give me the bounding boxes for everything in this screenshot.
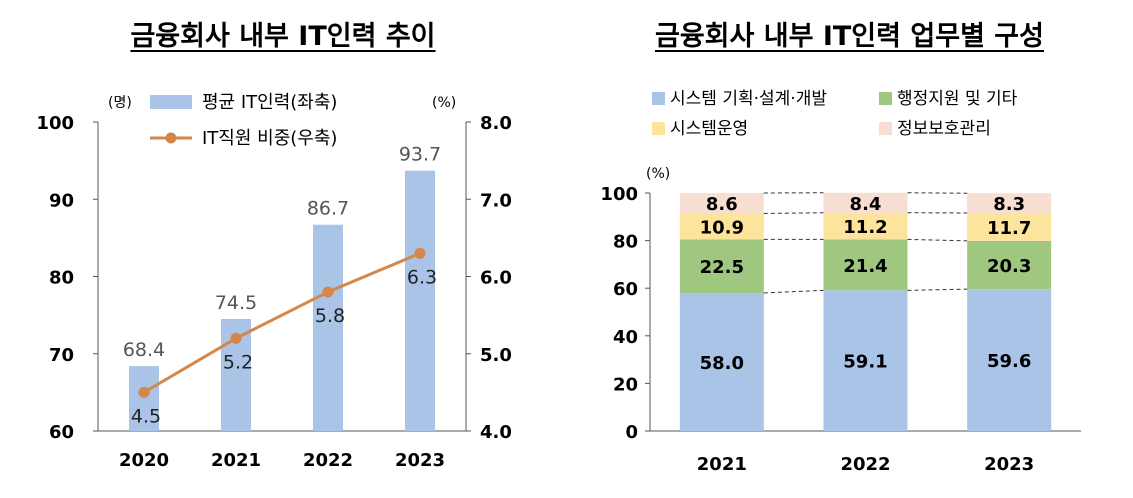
y-tick-label: 0 — [625, 422, 638, 443]
y-unit: (%) — [646, 166, 670, 182]
x-tick-label: 2021 — [697, 454, 747, 475]
x-tick-label: 2022 — [303, 450, 353, 471]
bar-value-label: 68.4 — [123, 339, 165, 361]
bar-value-label: 93.7 — [399, 144, 441, 166]
y-tick-label: 60 — [613, 279, 638, 300]
segment-value-label: 58.0 — [700, 353, 744, 374]
legend-label: 정보보호관리 — [897, 119, 991, 139]
right-y-tick-label: 7.0 — [480, 190, 512, 211]
right-y-tick-label: 6.0 — [480, 268, 512, 289]
right-chart-title: 금융회사 내부 IT인력 업무별 구성 — [655, 21, 1044, 52]
legend-label: 행정지원 및 기타 — [897, 89, 1018, 109]
line-value-label: 5.2 — [223, 351, 253, 373]
it-share-line — [143, 251, 421, 394]
x-tick-label: 2023 — [395, 450, 445, 471]
line-point-2020 — [138, 386, 150, 398]
y-tick-label: 80 — [613, 232, 638, 253]
line-value-label: 5.8 — [315, 305, 345, 327]
bar-segment-2021-2 — [679, 213, 764, 240]
line-value-label: 4.5 — [131, 405, 161, 427]
left-chart-plot: 60 70 80 90 100 4.0 5.0 6.0 7.0 8.0 (명) (%) 68.4 74.5… — [36, 92, 512, 471]
connector-line — [763, 289, 824, 294]
right-y-tick-label: 8.0 — [480, 113, 512, 134]
x-tick-label: 2022 — [840, 454, 890, 475]
segment-value-label: 8.4 — [850, 194, 882, 215]
segment-value-label: 22.5 — [700, 257, 744, 278]
connector-line — [907, 288, 968, 291]
bar-value-label: 74.5 — [215, 292, 257, 314]
line-point-2022 — [322, 286, 334, 298]
left-y-tick-label: 100 — [36, 113, 74, 134]
y-tick-label: 100 — [600, 184, 638, 205]
bar-segment-2023-2 — [967, 212, 1052, 241]
legend-bar-label: 평균 IT인력(좌축) — [202, 92, 337, 113]
left-y-tick-label: 90 — [49, 190, 74, 211]
segment-value-label: 11.2 — [843, 217, 887, 238]
bar-segment-2022-1 — [823, 239, 908, 291]
bar-2022 — [313, 224, 343, 431]
legend-swatch — [879, 92, 892, 105]
legend-swatch — [652, 122, 665, 135]
legend-line-marker — [165, 132, 177, 144]
bar-segment-2021-3 — [679, 193, 764, 214]
bar-segment-2022-0 — [823, 290, 908, 431]
right-y-tick-label: 5.0 — [480, 345, 512, 366]
bar-segment-2022-3 — [823, 192, 908, 213]
bar-segment-2023-3 — [967, 193, 1052, 213]
bar-segment-2022-2 — [823, 212, 908, 240]
bar-segment-2021-0 — [679, 292, 764, 431]
bar-segment-2023-0 — [967, 289, 1052, 431]
segment-value-label: 8.6 — [706, 194, 738, 215]
connector-line — [763, 212, 824, 214]
bar-2020 — [129, 366, 159, 431]
bar-value-label: 86.7 — [307, 198, 349, 220]
left-y-tick-label: 70 — [49, 345, 74, 366]
line-point-2021 — [230, 332, 242, 344]
it-workforce-trend-chart: 금융회사 내부 IT인력 추이 60 70 80 90 100 4.0 5.0 6.0 7.0 8… — [0, 0, 566, 498]
line-value-label: 6.3 — [407, 266, 437, 288]
connector-line — [907, 238, 968, 242]
line-point-2023 — [414, 247, 426, 259]
segment-value-label: 21.4 — [843, 256, 887, 277]
right-y-tick-label: 4.0 — [480, 422, 512, 443]
right-chart-plot: 0 20 40 60 80 100 (%) 58.0 22.5 10.98.6 2021 59.1 21… — [600, 89, 1081, 475]
segment-value-label: 59.6 — [987, 351, 1031, 372]
right-y-unit: (%) — [432, 95, 456, 111]
segment-value-label: 11.7 — [987, 218, 1031, 239]
legend-swatch — [652, 92, 665, 105]
left-y-unit: (명) — [108, 95, 132, 111]
legend-swatch — [879, 122, 892, 135]
left-y-tick-label: 60 — [49, 422, 74, 443]
left-chart-title: 금융회사 내부 IT인력 추이 — [130, 21, 436, 52]
legend-line-label: IT직원 비중(우축) — [202, 128, 337, 149]
bar-segment-2021-1 — [679, 239, 764, 293]
legend-label: 시스템운영 — [670, 119, 748, 139]
it-workforce-composition-chart: 금융회사 내부 IT인력 업무별 구성 0 20 40 60 80 100 (%) 58.0 2… — [566, 0, 1133, 498]
segment-value-label: 8.3 — [993, 194, 1025, 215]
x-tick-label: 2023 — [984, 454, 1034, 475]
y-tick-label: 40 — [613, 327, 638, 348]
bar-2023 — [405, 170, 435, 432]
legend-label: 시스템 기획·설계·개발 — [670, 89, 827, 109]
segment-value-label: 20.3 — [987, 256, 1031, 277]
x-tick-label: 2020 — [119, 450, 169, 471]
left-y-tick-label: 80 — [49, 268, 74, 289]
segment-value-label: 59.1 — [843, 352, 887, 373]
x-tick-label: 2021 — [211, 450, 261, 471]
legend-bar-swatch — [150, 95, 192, 109]
y-tick-label: 20 — [613, 374, 638, 395]
segment-value-label: 10.9 — [700, 217, 744, 238]
bar-segment-2023-1 — [967, 240, 1052, 290]
